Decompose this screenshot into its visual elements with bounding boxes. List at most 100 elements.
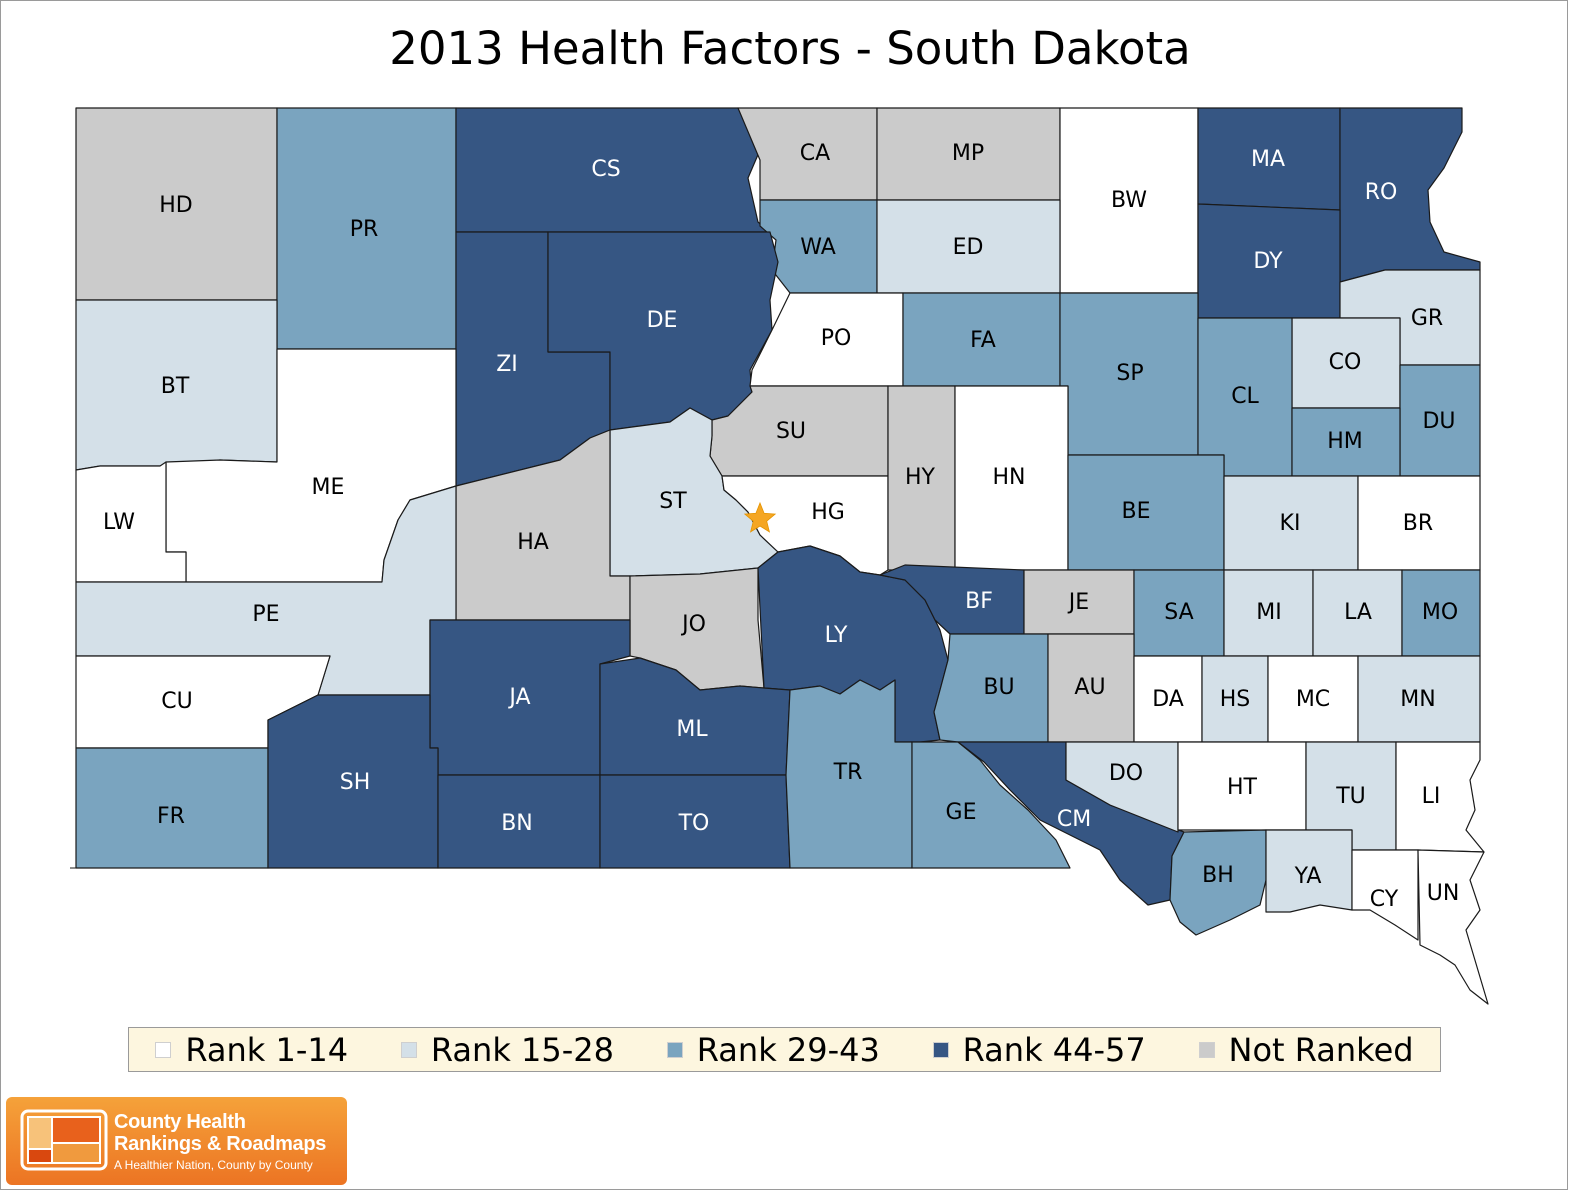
county-cl[interactable]: CL [1197, 317, 1293, 477]
county-label: PR [350, 217, 379, 242]
legend-swatch [666, 1041, 683, 1058]
county-label: YA [1294, 864, 1322, 889]
county-fa[interactable]: FA [902, 292, 1061, 387]
county-label: MA [1251, 147, 1285, 172]
legend-swatch [155, 1041, 172, 1058]
county-bh[interactable]: BH [1169, 829, 1267, 936]
county-mc[interactable]: MC [1267, 655, 1359, 743]
county-bw[interactable]: BW [1059, 107, 1199, 294]
county-de[interactable]: DE [547, 231, 779, 431]
county-label: BT [161, 374, 190, 399]
county-label: LA [1344, 600, 1372, 625]
county-label: BU [983, 675, 1014, 700]
county-be[interactable]: BE [1067, 454, 1225, 571]
county-hd[interactable]: HD [75, 107, 278, 301]
county-label: BE [1122, 499, 1151, 524]
county-hs[interactable]: HS [1201, 655, 1269, 743]
county-label: TO [678, 811, 710, 836]
logo-map-icon [20, 1109, 108, 1171]
county-label: ML [676, 717, 708, 742]
county-label: PO [821, 326, 852, 351]
legend-swatch [932, 1041, 949, 1058]
county-dy[interactable]: DY [1197, 203, 1341, 319]
county-cu[interactable]: CU [75, 655, 331, 749]
county-la[interactable]: LA [1312, 569, 1403, 657]
county-shape[interactable] [1265, 829, 1353, 913]
logo-tagline: A Healthier Nation, County by County [114, 1158, 313, 1172]
county-da[interactable]: DA [1133, 655, 1203, 743]
county-hn[interactable]: HN [954, 385, 1069, 571]
county-label: JE [1067, 590, 1089, 615]
county-label: ED [953, 235, 984, 260]
county-ed[interactable]: ED [876, 199, 1061, 294]
county-ya[interactable]: YA [1265, 829, 1353, 913]
county-po[interactable]: PO [749, 292, 904, 387]
county-bn[interactable]: BN [437, 774, 601, 869]
logo-line1: County Health [114, 1111, 246, 1133]
county-mn[interactable]: MN [1357, 655, 1481, 743]
county-je[interactable]: JE [1023, 569, 1135, 635]
legend-swatch [1198, 1041, 1215, 1058]
county-hm[interactable]: HM [1291, 407, 1401, 477]
county-sp[interactable]: SP [1059, 292, 1199, 456]
county-du[interactable]: DU [1399, 364, 1481, 477]
county-label: ZI [496, 352, 518, 377]
county-ha[interactable]: HA [455, 429, 631, 621]
county-cy[interactable]: CY [1351, 849, 1419, 941]
legend-label: Rank 1-14 [185, 1030, 349, 1069]
county-label: SU [776, 419, 806, 444]
county-li[interactable]: LI [1395, 741, 1485, 853]
county-label: JA [507, 685, 530, 710]
county-hy[interactable]: HY [887, 385, 956, 571]
county-wa[interactable]: WA [759, 199, 878, 294]
county-shape[interactable] [1065, 741, 1179, 833]
county-tr[interactable]: TR [785, 679, 913, 869]
county-shape[interactable] [785, 679, 913, 869]
county-label: HD [159, 193, 192, 218]
county-sa[interactable]: SA [1133, 569, 1225, 657]
legend-label: Rank 15-28 [430, 1030, 614, 1069]
county-fr[interactable]: FR [75, 747, 269, 869]
county-un[interactable]: UN [1417, 849, 1489, 1005]
county-label: CM [1057, 807, 1091, 832]
county-health-rankings-logo[interactable]: County Health Rankings & Roadmaps A Heal… [6, 1097, 347, 1185]
county-ma[interactable]: MA [1197, 107, 1341, 211]
county-bu[interactable]: BU [933, 633, 1049, 743]
star-icon[interactable] [743, 501, 777, 533]
county-label: GR [1411, 306, 1443, 331]
county-label: DY [1253, 249, 1283, 274]
county-cs[interactable]: CS [455, 107, 771, 233]
county-ki[interactable]: KI [1223, 475, 1359, 571]
county-ht[interactable]: HT [1177, 741, 1307, 831]
county-ge[interactable]: GE [911, 741, 1071, 869]
county-to[interactable]: TO [599, 774, 791, 869]
county-ca[interactable]: CA [737, 107, 878, 201]
county-br[interactable]: BR [1357, 475, 1481, 571]
county-shape[interactable] [1417, 849, 1489, 1005]
county-pr[interactable]: PR [276, 107, 457, 350]
county-shape[interactable] [267, 694, 439, 869]
county-ml[interactable]: ML [599, 657, 791, 776]
county-mp[interactable]: MP [876, 107, 1061, 201]
county-sh[interactable]: SH [267, 694, 439, 869]
county-au[interactable]: AU [1047, 633, 1135, 743]
county-bt[interactable]: BT [75, 299, 278, 471]
county-label: LY [825, 623, 848, 648]
county-label: HT [1227, 775, 1258, 800]
county-label: FA [970, 328, 996, 353]
county-label: CO [1329, 350, 1362, 375]
county-cm[interactable]: CM [957, 741, 1185, 906]
county-shape[interactable] [1169, 829, 1267, 936]
legend-label: Rank 29-43 [696, 1030, 880, 1069]
county-label: CL [1231, 384, 1259, 409]
county-do[interactable]: DO [1065, 741, 1179, 833]
county-shape[interactable] [1339, 107, 1481, 283]
county-ro[interactable]: RO [1339, 107, 1481, 283]
county-label: DE [647, 308, 678, 333]
county-label: HA [517, 530, 549, 555]
county-mo[interactable]: MO [1401, 569, 1481, 657]
county-mi[interactable]: MI [1223, 569, 1314, 657]
county-label: RO [1365, 180, 1398, 205]
county-label: MC [1296, 687, 1330, 712]
county-co[interactable]: CO [1291, 317, 1401, 409]
